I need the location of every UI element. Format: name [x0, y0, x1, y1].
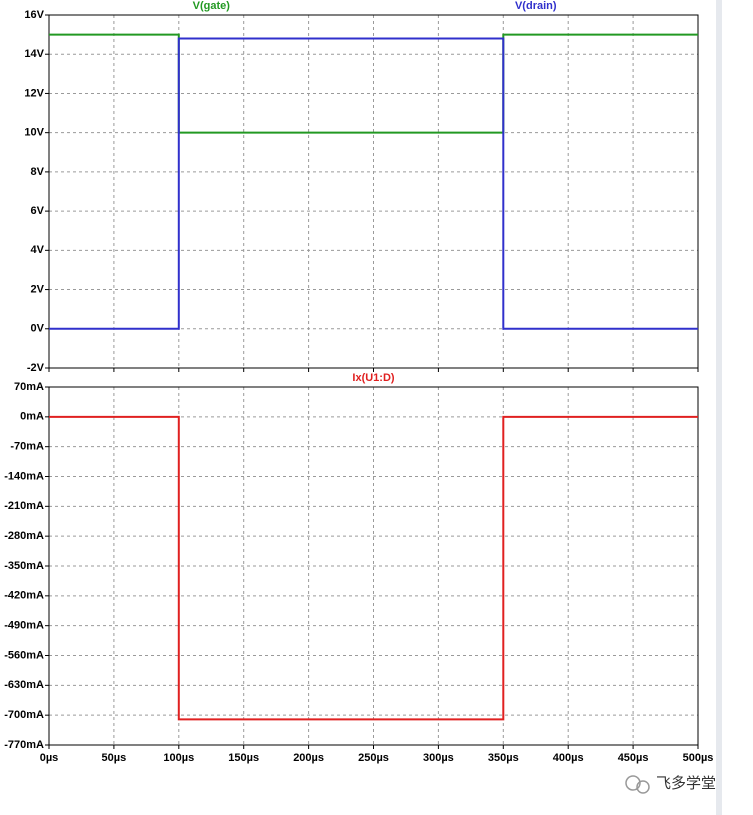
y-tick-label: -770mA — [4, 739, 44, 751]
y-tick-label: 8V — [31, 166, 45, 178]
y-tick-label: 14V — [24, 48, 44, 60]
x-tick-label: 250µs — [358, 752, 389, 764]
y-tick-label: -280mA — [4, 530, 44, 542]
plot-frame — [48, 14, 699, 369]
y-tick-label: -420mA — [4, 590, 44, 602]
y-tick-label: -700mA — [4, 709, 44, 721]
x-tick-label: 300µs — [423, 752, 454, 764]
x-tick-label: 400µs — [553, 752, 584, 764]
y-tick-label: -350mA — [4, 560, 44, 572]
watermark: 飞多学堂 — [625, 775, 716, 794]
x-tick-label: 50µs — [102, 752, 127, 764]
y-tick-label: -70mA — [10, 441, 44, 453]
watermark-text: 飞多学堂 — [656, 775, 716, 792]
series-line — [49, 37, 698, 330]
y-tick-label: 16V — [24, 9, 44, 21]
y-tick-label: -560mA — [4, 649, 44, 661]
y-tick-label: 0V — [31, 323, 45, 335]
y-tick-label: -2V — [27, 362, 45, 374]
x-tick-label: 450µs — [618, 752, 649, 764]
scrollbar — [716, 0, 722, 815]
legend-label: V(drain) — [515, 0, 557, 12]
x-tick-label: 500µs — [683, 752, 714, 764]
legend-label: V(gate) — [193, 0, 231, 12]
y-tick-label: 10V — [24, 127, 44, 139]
y-tick-label: 6V — [31, 205, 45, 217]
y-tick-label: -140mA — [4, 470, 44, 482]
series-line — [49, 415, 698, 721]
plot-frame — [48, 386, 699, 746]
x-tick-label: 200µs — [293, 752, 324, 764]
wechat-icon — [625, 775, 641, 791]
y-tick-label: 12V — [24, 87, 44, 99]
wechat-icon — [636, 780, 650, 794]
x-tick-label: 100µs — [163, 752, 194, 764]
y-tick-label: 2V — [31, 283, 45, 295]
y-tick-label: -490mA — [4, 620, 44, 632]
y-tick-label: 0mA — [20, 411, 44, 423]
y-tick-label: -210mA — [4, 500, 44, 512]
series-line — [49, 33, 698, 134]
x-tick-label: 150µs — [228, 752, 259, 764]
y-tick-label: 70mA — [14, 381, 44, 393]
x-tick-label: 350µs — [488, 752, 519, 764]
legend-label: Ix(U1:D) — [352, 372, 395, 384]
y-tick-label: -630mA — [4, 679, 44, 691]
x-tick-label: 0µs — [40, 752, 59, 764]
y-tick-label: 4V — [31, 244, 45, 256]
